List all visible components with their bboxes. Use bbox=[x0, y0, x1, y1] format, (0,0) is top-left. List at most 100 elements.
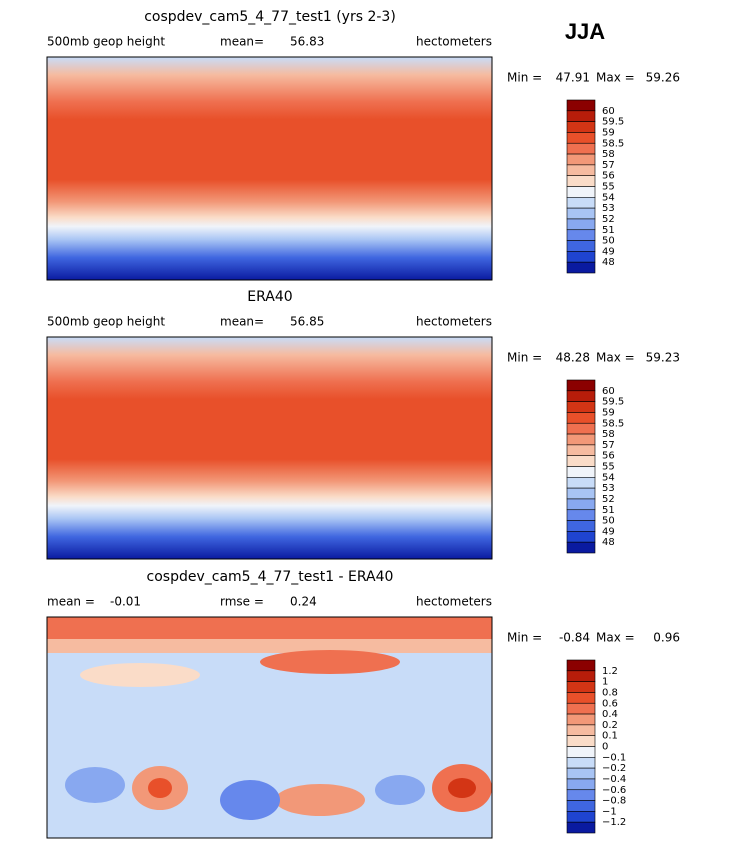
colorbar-box bbox=[566, 767, 596, 780]
colorbar-label: 53 bbox=[602, 203, 615, 214]
max-value: 59.23 bbox=[646, 351, 680, 365]
colorbar-box bbox=[566, 692, 596, 704]
min-label: Min = bbox=[507, 71, 542, 85]
map-3 bbox=[46, 616, 493, 839]
colorbar-box bbox=[566, 724, 596, 736]
colorbar-label: 58.5 bbox=[602, 418, 624, 429]
colorbar-box bbox=[566, 681, 596, 693]
colorbar-label: 56 bbox=[602, 451, 615, 462]
colorbar-box bbox=[566, 186, 596, 198]
colorbar-label: −0.6 bbox=[602, 785, 626, 796]
colorbar-box bbox=[566, 455, 596, 467]
colorbar-box bbox=[566, 466, 596, 478]
colorbar-label: 56 bbox=[602, 171, 615, 182]
colorbar-label: 54 bbox=[602, 472, 615, 483]
colorbar-label: −0.4 bbox=[602, 774, 626, 785]
colorbar-label: −1 bbox=[602, 806, 617, 817]
colorbar-label: 53 bbox=[602, 483, 615, 494]
colorbar-label: 52 bbox=[602, 494, 615, 505]
colorbar-box bbox=[566, 670, 596, 682]
min-value: -0.84 bbox=[559, 631, 590, 645]
units: hectometers bbox=[416, 35, 492, 49]
colorbar-label: 1 bbox=[602, 677, 608, 688]
colorbar-box bbox=[566, 757, 596, 769]
colorbar-box bbox=[566, 821, 596, 834]
colorbar-box bbox=[566, 218, 596, 231]
colorbar-label: 1.2 bbox=[602, 666, 618, 677]
colorbar-label: 50 bbox=[602, 516, 615, 527]
colorbar-box bbox=[566, 498, 596, 511]
min-value: 48.28 bbox=[556, 351, 590, 365]
colorbar-box bbox=[566, 99, 596, 112]
colorbar-box bbox=[566, 735, 596, 747]
max-label: Max = bbox=[596, 71, 635, 85]
colorbar-box bbox=[566, 487, 596, 500]
stat-label: mean= bbox=[220, 35, 264, 49]
min-value: 47.91 bbox=[556, 71, 590, 85]
units: hectometers bbox=[416, 315, 492, 329]
colorbar-box bbox=[566, 175, 596, 187]
colorbar-box bbox=[566, 142, 596, 155]
colorbar-label: −0.8 bbox=[602, 796, 626, 807]
map-1 bbox=[46, 56, 493, 281]
colorbar-label: 58 bbox=[602, 149, 615, 160]
colorbar-label: 59.5 bbox=[602, 117, 624, 128]
colorbar-label: 60 bbox=[602, 106, 615, 117]
colorbar-label: −0.1 bbox=[602, 752, 626, 763]
min-label: Min = bbox=[507, 631, 542, 645]
colorbar-label: 57 bbox=[602, 160, 615, 171]
colorbar-box bbox=[566, 240, 596, 252]
colorbar-box bbox=[566, 702, 596, 715]
colorbar-box bbox=[566, 477, 596, 489]
colorbar-box bbox=[566, 789, 596, 801]
colorbar-box bbox=[566, 541, 596, 554]
colorbar-label: 60 bbox=[602, 386, 615, 397]
colorbar-label: 51 bbox=[602, 225, 615, 236]
field-label: 500mb geop height bbox=[47, 315, 165, 329]
stat-value: 0.24 bbox=[290, 595, 317, 609]
colorbar-label: 0.2 bbox=[602, 720, 618, 731]
colorbar-label: 48 bbox=[602, 257, 615, 268]
max-label: Max = bbox=[596, 351, 635, 365]
colorbar-label: 0.1 bbox=[602, 731, 618, 742]
max-label: Max = bbox=[596, 631, 635, 645]
colorbar-box bbox=[566, 412, 596, 424]
colorbar-label: 51 bbox=[602, 505, 615, 516]
max-value: 59.26 bbox=[646, 71, 680, 85]
colorbar-box bbox=[566, 811, 596, 823]
colorbar-label: 49 bbox=[602, 246, 615, 257]
colorbar-box bbox=[566, 229, 596, 241]
stat-value: -0.01 bbox=[110, 595, 141, 609]
colorbar-box bbox=[566, 379, 596, 392]
colorbar-box bbox=[566, 800, 596, 812]
field-label: mean = bbox=[47, 595, 95, 609]
colorbar-label: 59.5 bbox=[602, 397, 624, 408]
colorbar-box bbox=[566, 422, 596, 435]
colorbar-box bbox=[566, 153, 596, 166]
colorbar-box bbox=[566, 390, 596, 402]
colorbar-label: 55 bbox=[602, 182, 615, 193]
colorbar-box bbox=[566, 164, 596, 176]
colorbar-box bbox=[566, 509, 596, 521]
colorbar-box bbox=[566, 197, 596, 209]
colorbar-box bbox=[566, 433, 596, 446]
panel-title: cospdev_cam5_4_77_test1 - ERA40 bbox=[147, 569, 394, 585]
colorbar-label: 48 bbox=[602, 537, 615, 548]
stat-value: 56.85 bbox=[290, 315, 324, 329]
colorbar-box bbox=[566, 110, 596, 122]
colorbar-label: 58.5 bbox=[602, 138, 624, 149]
panel-title: cospdev_cam5_4_77_test1 (yrs 2-3) bbox=[144, 9, 396, 25]
colorbar-label: 0 bbox=[602, 742, 608, 753]
colorbar-label: 50 bbox=[602, 236, 615, 247]
min-label: Min = bbox=[507, 351, 542, 365]
colorbar-label: −0.2 bbox=[602, 763, 626, 774]
stat-label: mean= bbox=[220, 315, 264, 329]
colorbar-label: 57 bbox=[602, 440, 615, 451]
colorbar-box bbox=[566, 261, 596, 274]
colorbar-box bbox=[566, 121, 596, 133]
colorbar-label: 49 bbox=[602, 526, 615, 537]
colorbar-label: 55 bbox=[602, 462, 615, 473]
colorbar-label: 59 bbox=[602, 127, 615, 138]
colorbar-box bbox=[566, 659, 596, 672]
